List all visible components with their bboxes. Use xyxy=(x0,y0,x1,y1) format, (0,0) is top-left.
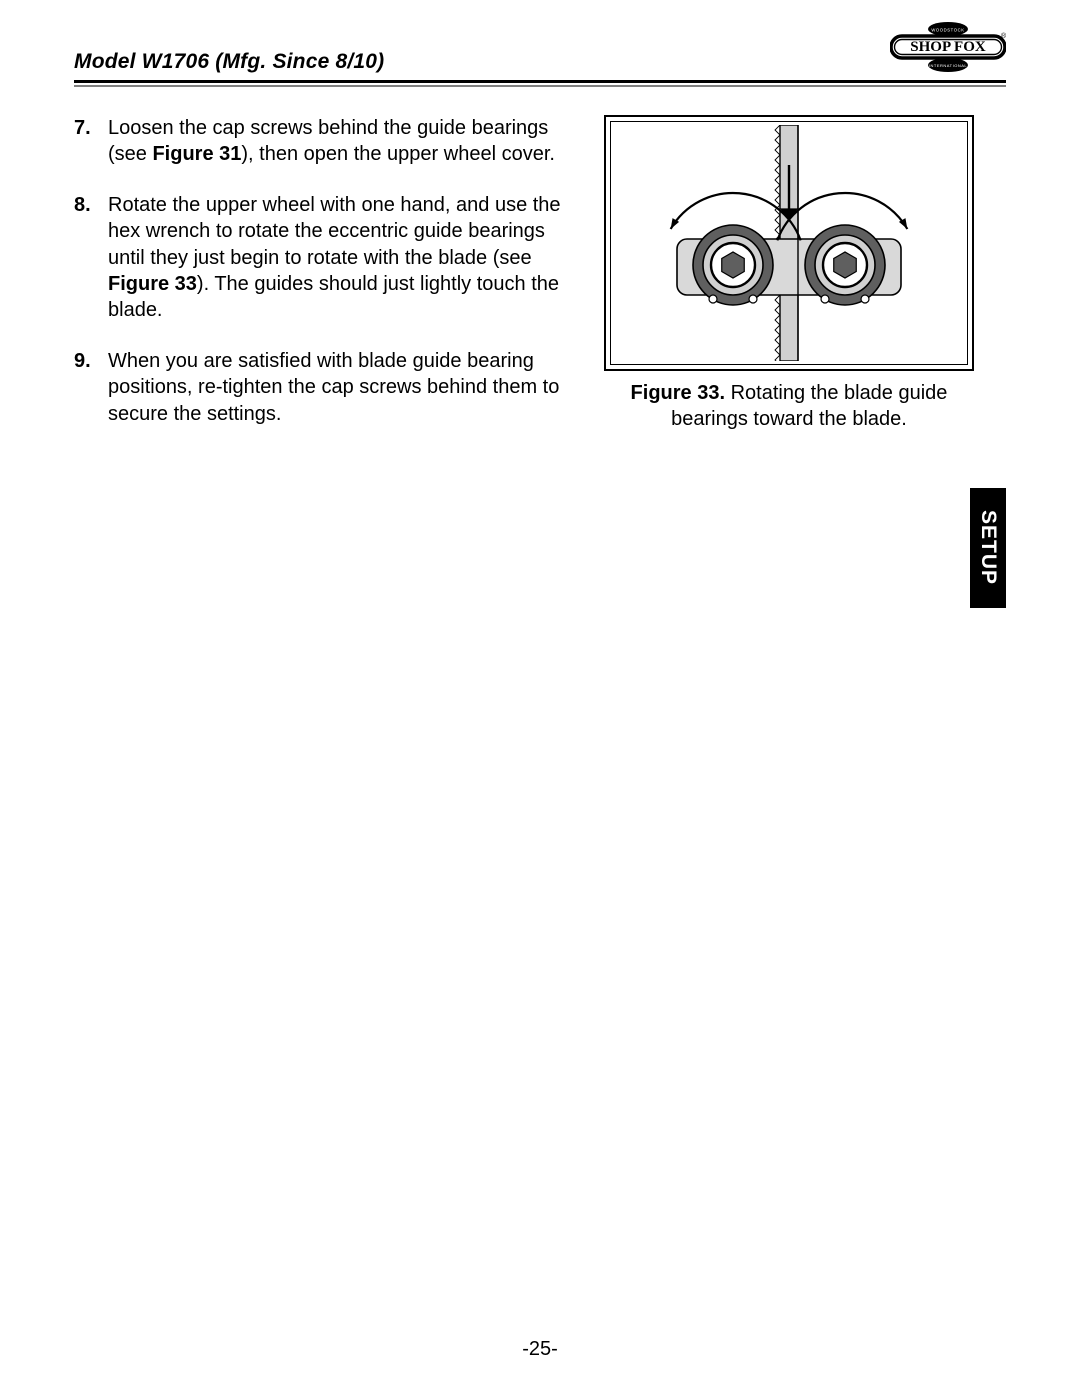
page-header: Model W1706 (Mfg. Since 8/10) SHOP FOX W… xyxy=(74,30,1006,74)
page-number: -25- xyxy=(0,1338,1080,1361)
section-tab-setup: SETUP xyxy=(970,488,1006,608)
step-item: 7. Loosen the cap screws behind the guide… xyxy=(74,115,574,168)
svg-text:WOODSTOCK: WOODSTOCK xyxy=(931,28,964,33)
header-rule xyxy=(74,80,1006,88)
shop-fox-logo: SHOP FOX WOODSTOCK INTERNATIONAL ® xyxy=(890,21,1006,78)
logo-main-text: SHOP FOX xyxy=(910,39,986,55)
section-tab-label: SETUP xyxy=(976,510,1000,585)
figure-33-box xyxy=(604,115,974,371)
step-number: 9. xyxy=(74,348,91,374)
figure-column: Figure 33. Rotating the blade guide bear… xyxy=(604,115,974,451)
manual-page: Model W1706 (Mfg. Since 8/10) SHOP FOX W… xyxy=(0,0,1080,1397)
step-number: 7. xyxy=(74,115,91,141)
instructions-column: 7. Loosen the cap screws behind the guide… xyxy=(74,115,574,451)
figure-33-caption: Figure 33. Rotating the blade guide bear… xyxy=(604,381,974,432)
step-text: Rotate the upper wheel with one hand, an… xyxy=(108,194,561,322)
figure-33-illustration xyxy=(610,121,968,365)
content-columns: 7. Loosen the cap screws behind the guide… xyxy=(74,115,1006,451)
svg-text:®: ® xyxy=(1001,32,1006,40)
model-line: Model W1706 (Mfg. Since 8/10) xyxy=(74,50,384,74)
step-number: 8. xyxy=(74,192,91,218)
step-item: 9. When you are satisfied with blade guid… xyxy=(74,348,574,427)
steps-list: 7. Loosen the cap screws behind the guide… xyxy=(74,115,574,427)
step-text: Loosen the cap screws behind the guide b… xyxy=(108,117,555,165)
step-item: 8. Rotate the upper wheel with one hand, … xyxy=(74,192,574,324)
svg-text:INTERNATIONAL: INTERNATIONAL xyxy=(929,63,967,68)
caption-bold: Figure 33. xyxy=(631,382,725,404)
step-text: When you are satisfied with blade guide … xyxy=(108,350,559,425)
